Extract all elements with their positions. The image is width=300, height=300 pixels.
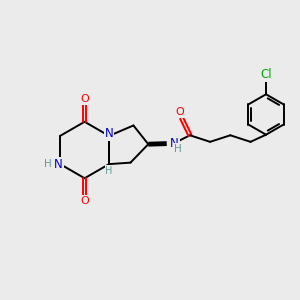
Text: H: H: [44, 159, 52, 169]
Text: N: N: [105, 127, 113, 140]
Text: Cl: Cl: [260, 68, 272, 82]
Text: O: O: [80, 94, 89, 104]
Text: H: H: [174, 144, 182, 154]
Text: N: N: [54, 158, 63, 171]
Text: H: H: [105, 166, 113, 176]
Text: N: N: [170, 137, 179, 150]
Text: O: O: [80, 196, 89, 206]
Text: O: O: [176, 107, 184, 117]
